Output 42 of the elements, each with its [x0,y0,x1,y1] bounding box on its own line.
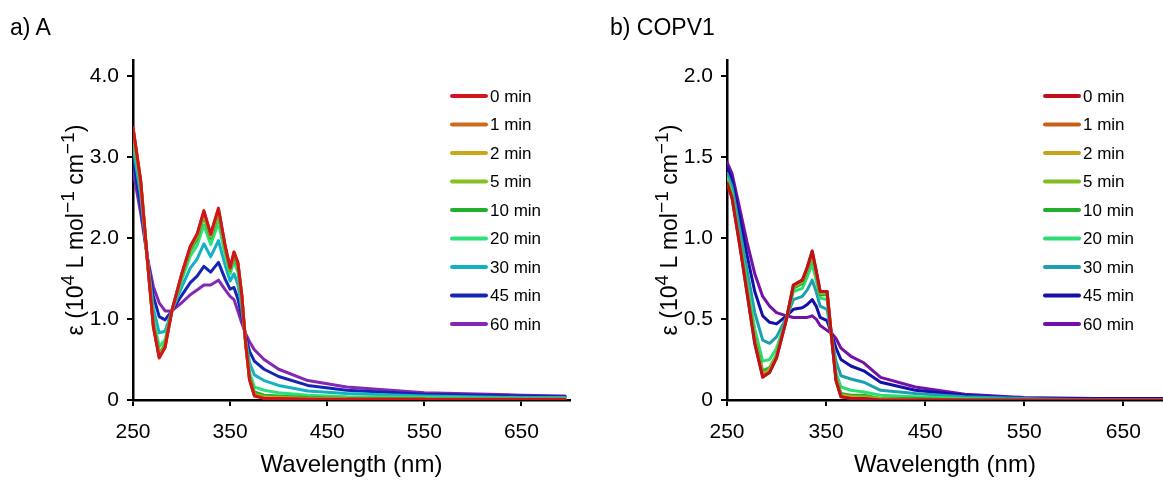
x-tick-label: 550 [1006,419,1042,443]
x-axis-title: Wavelength (nm) [260,450,443,478]
legend-label: 0 min [1083,86,1125,106]
x-tick-label: 350 [212,419,248,443]
legend-label: 30 min [490,257,542,277]
x-tick-label: 450 [309,419,345,443]
y-tick-label: 0 [701,386,713,410]
chart-title: b) COPV1 [610,14,715,41]
chart-title: a) A [10,14,51,41]
legend-label: 10 min [1083,200,1135,220]
legend-label: 45 min [490,286,542,306]
y-tick-label: 3.0 [89,143,119,167]
legend-label: 2 min [490,143,532,163]
y-tick-label: 4.0 [89,62,119,86]
legend-label: 1 min [1083,115,1125,135]
legend-label: 10 min [490,200,542,220]
legend-label: 60 min [1083,314,1135,334]
legend-label: 45 min [1083,286,1135,306]
legend-label: 20 min [490,229,542,249]
x-tick-label: 350 [808,419,844,443]
legend-label: 5 min [490,172,532,192]
y-tick-label: 1.0 [683,224,713,248]
y-tick-label: 2.0 [683,62,713,86]
y-tick-label: 1.5 [683,143,713,167]
x-tick-label: 450 [907,419,943,443]
x-tick-label: 550 [406,419,442,443]
y-tick-label: 1.0 [89,305,119,329]
y-tick-label: 0.5 [683,305,713,329]
legend-label: 30 min [1083,257,1135,277]
x-tick-label: 650 [1105,419,1141,443]
legend-label: 60 min [490,314,542,334]
legend-label: 2 min [1083,143,1125,163]
x-tick-label: 650 [503,419,539,443]
legend-label: 0 min [490,86,532,106]
x-tick-label: 250 [115,419,151,443]
legend-label: 5 min [1083,172,1125,192]
legend-label: 1 min [490,115,532,135]
legend-label: 20 min [1083,229,1135,249]
x-axis-title: Wavelength (nm) [854,450,1036,478]
x-tick-label: 250 [709,419,745,443]
y-tick-label: 0 [107,386,119,410]
y-tick-label: 2.0 [89,224,119,248]
